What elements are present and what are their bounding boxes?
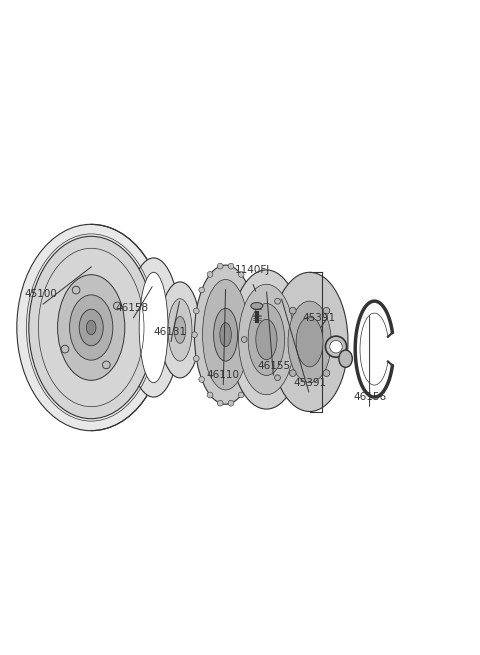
Text: 1140FJ: 1140FJ	[234, 265, 270, 274]
Ellipse shape	[325, 336, 347, 357]
Ellipse shape	[248, 303, 285, 375]
Ellipse shape	[220, 323, 231, 346]
Circle shape	[241, 337, 247, 343]
Ellipse shape	[199, 377, 204, 383]
Text: 46158: 46158	[115, 303, 149, 313]
Ellipse shape	[207, 272, 213, 277]
Circle shape	[289, 370, 296, 377]
Ellipse shape	[207, 392, 213, 398]
Ellipse shape	[86, 320, 96, 335]
Circle shape	[61, 345, 69, 353]
Ellipse shape	[192, 332, 197, 337]
Ellipse shape	[339, 350, 352, 367]
Ellipse shape	[288, 301, 331, 383]
Ellipse shape	[252, 356, 258, 362]
Ellipse shape	[79, 309, 103, 346]
Ellipse shape	[247, 287, 252, 293]
Ellipse shape	[199, 287, 204, 293]
Text: 45100: 45100	[24, 289, 57, 299]
Circle shape	[275, 375, 280, 381]
Ellipse shape	[256, 320, 277, 360]
Ellipse shape	[252, 308, 258, 314]
Text: 46131: 46131	[154, 327, 187, 337]
Ellipse shape	[160, 282, 200, 378]
Ellipse shape	[271, 272, 348, 411]
Ellipse shape	[217, 263, 223, 269]
Ellipse shape	[70, 295, 113, 360]
Circle shape	[289, 307, 296, 314]
Ellipse shape	[330, 341, 342, 353]
Circle shape	[323, 307, 330, 314]
Ellipse shape	[174, 316, 186, 343]
Text: 46156: 46156	[353, 392, 386, 402]
Circle shape	[72, 286, 80, 294]
Ellipse shape	[230, 270, 302, 409]
Ellipse shape	[194, 265, 257, 404]
Ellipse shape	[193, 308, 199, 314]
Ellipse shape	[228, 263, 234, 269]
Ellipse shape	[239, 284, 294, 395]
Ellipse shape	[214, 309, 238, 361]
Circle shape	[103, 361, 110, 369]
Ellipse shape	[217, 400, 223, 406]
Ellipse shape	[254, 332, 260, 337]
Ellipse shape	[228, 400, 234, 406]
Ellipse shape	[203, 280, 249, 390]
Text: 46155: 46155	[257, 361, 290, 371]
Text: 45391: 45391	[302, 312, 336, 323]
Text: 46110: 46110	[207, 370, 240, 381]
Circle shape	[323, 370, 330, 377]
Ellipse shape	[29, 236, 154, 419]
Ellipse shape	[17, 224, 166, 431]
Ellipse shape	[168, 299, 192, 361]
Ellipse shape	[296, 317, 323, 367]
Circle shape	[275, 299, 280, 304]
Ellipse shape	[139, 272, 168, 383]
Ellipse shape	[127, 258, 180, 397]
Ellipse shape	[247, 377, 252, 383]
Ellipse shape	[58, 274, 125, 381]
Text: 45391: 45391	[293, 377, 326, 388]
Ellipse shape	[251, 303, 263, 309]
Ellipse shape	[193, 356, 199, 362]
Circle shape	[114, 302, 121, 310]
Ellipse shape	[238, 392, 244, 398]
Ellipse shape	[238, 272, 244, 277]
